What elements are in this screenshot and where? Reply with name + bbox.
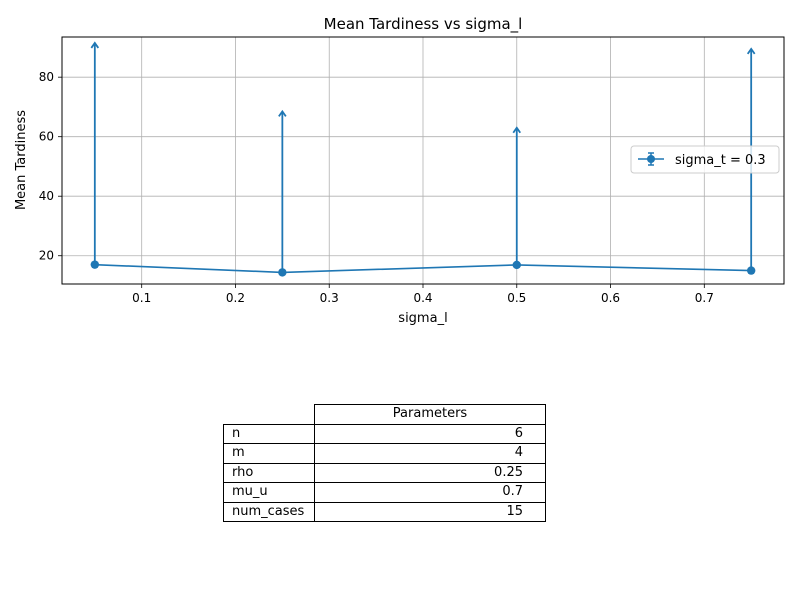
table-row-value: 0.25	[314, 462, 546, 483]
table-row-value: 0.7	[314, 482, 546, 503]
legend: sigma_t = 0.3	[630, 145, 780, 174]
x-tick-label: 0.6	[601, 291, 620, 305]
x-tick-label: 0.3	[320, 291, 339, 305]
table-row: m 4	[223, 443, 546, 464]
plot-frame	[61, 36, 785, 285]
parameters-table: Parameters n 6 m 4 rho 0.25 mu_u 0.7 num…	[223, 404, 546, 522]
x-tick-label: 0.2	[226, 291, 245, 305]
table-row-value: 6	[314, 423, 546, 444]
series-line	[94, 263, 752, 274]
table-row: mu_u 0.7	[223, 482, 546, 503]
table-row-value: 15	[314, 501, 546, 522]
legend-label: sigma_t = 0.3	[675, 153, 766, 168]
x-tick-label: 0.7	[695, 291, 714, 305]
table-row-key: m	[223, 443, 315, 464]
error-bar-arrow	[746, 47, 756, 55]
x-tick-label: 0.5	[507, 291, 526, 305]
y-axis-ticks: 20 40 60 80	[39, 70, 62, 263]
y-tick-label: 40	[39, 189, 54, 203]
table-row: rho 0.25	[223, 462, 546, 483]
error-bar-arrow	[278, 109, 287, 117]
x-axis-label: sigma_l	[398, 311, 447, 326]
legend-marker	[647, 155, 655, 163]
data-point	[746, 266, 756, 275]
error-bar-arrow	[512, 126, 522, 134]
table-row: n 6	[223, 423, 546, 444]
data-point	[278, 268, 287, 277]
x-tick-label: 0.4	[413, 291, 432, 305]
data-point	[512, 260, 521, 270]
table-row: num_cases 15	[223, 501, 546, 522]
table-corner-cell	[224, 405, 315, 425]
error-bar-arrow	[90, 41, 100, 49]
y-tick-label: 80	[39, 70, 54, 84]
table-row-key: n	[223, 423, 315, 444]
x-tick-label: 0.1	[132, 291, 151, 305]
legend-box	[630, 145, 780, 174]
table-row-key: num_cases	[223, 501, 315, 522]
y-axis-label: Mean Tardiness	[14, 110, 29, 210]
y-tick-label: 60	[39, 130, 54, 144]
table-row-key: mu_u	[223, 482, 315, 503]
table-header-cell: Parameters	[314, 404, 546, 425]
table-header-row: Parameters	[224, 404, 546, 425]
table-row-value: 4	[314, 443, 546, 464]
data-point	[90, 260, 100, 269]
x-axis-ticks: 0.1 0.2 0.3 0.4 0.5 0.6 0.7	[132, 284, 714, 305]
chart-title: Mean Tardiness vs sigma_l	[324, 15, 523, 34]
y-tick-label: 20	[39, 249, 54, 263]
table-row-key: rho	[223, 462, 315, 483]
